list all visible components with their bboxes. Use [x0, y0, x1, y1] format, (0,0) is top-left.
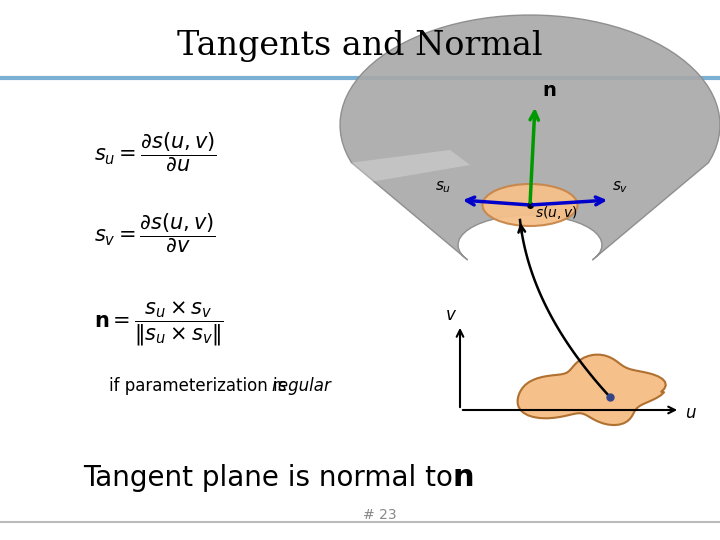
Text: $s_v = \dfrac{\partial s(u,v)}{\partial v}$: $s_v = \dfrac{\partial s(u,v)}{\partial …: [94, 211, 215, 254]
Text: $\mathbf{n}$: $\mathbf{n}$: [451, 463, 473, 492]
Polygon shape: [351, 150, 470, 183]
Text: $s(u,v)$: $s(u,v)$: [535, 204, 578, 221]
Text: $\mathbf{n} = \dfrac{s_u \times s_v}{\|s_u \times s_v\|}$: $\mathbf{n} = \dfrac{s_u \times s_v}{\|s…: [94, 300, 223, 348]
Text: Tangents and Normal: Tangents and Normal: [177, 30, 543, 62]
Text: regular: regular: [271, 377, 331, 395]
Text: Tangent plane is normal to: Tangent plane is normal to: [84, 464, 462, 492]
Text: if parameterization is: if parameterization is: [109, 377, 291, 395]
Text: $u$: $u$: [685, 404, 697, 422]
Polygon shape: [340, 15, 720, 260]
Ellipse shape: [482, 184, 577, 226]
Text: # 23: # 23: [363, 508, 397, 522]
Text: $s_v$: $s_v$: [612, 179, 629, 195]
Text: $\mathbf{n}$: $\mathbf{n}$: [542, 81, 557, 100]
Polygon shape: [518, 355, 666, 425]
Text: $s_u$: $s_u$: [435, 179, 451, 195]
Text: $v$: $v$: [445, 306, 457, 324]
Text: $s_u = \dfrac{\partial s(u,v)}{\partial u}$: $s_u = \dfrac{\partial s(u,v)}{\partial …: [94, 130, 216, 173]
